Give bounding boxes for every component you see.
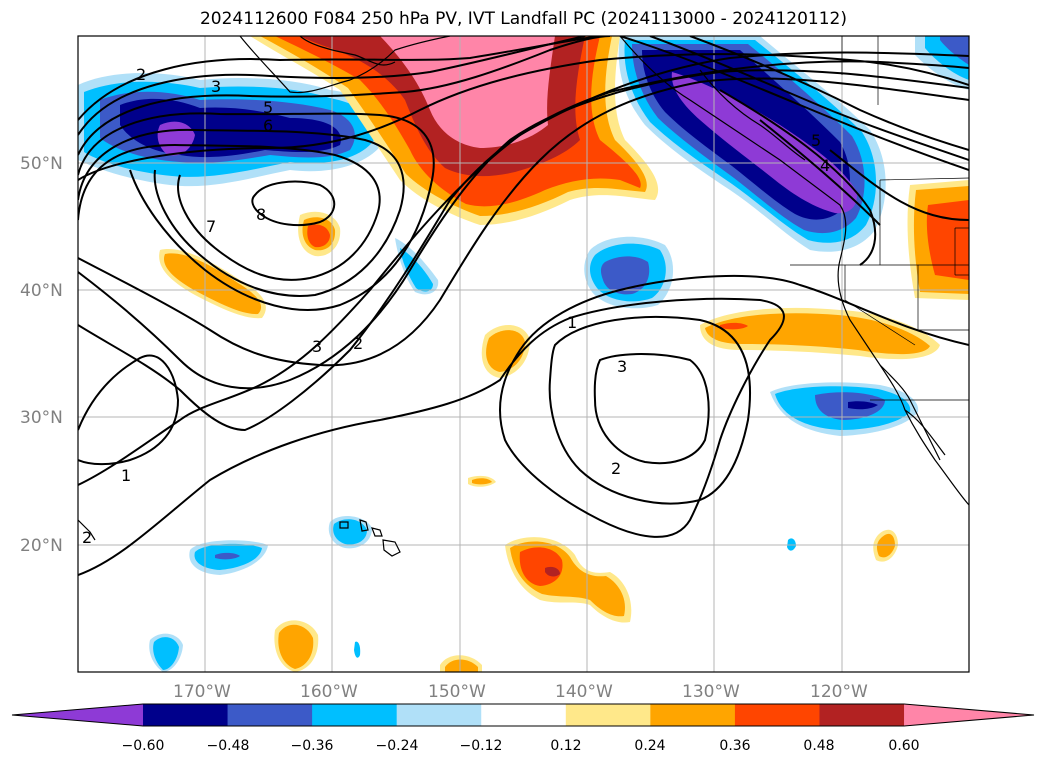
contour-label: 5 bbox=[811, 131, 821, 150]
contour-label: 3 bbox=[312, 337, 322, 356]
contour-label: 2 bbox=[611, 459, 621, 478]
contour-label: 3 bbox=[211, 77, 221, 96]
colorbar-segment bbox=[734, 704, 820, 726]
colorbar-extend-max bbox=[904, 704, 1034, 726]
lon-label: 150°W bbox=[428, 682, 486, 702]
lon-label: 120°W bbox=[810, 682, 868, 702]
colorbar-segment bbox=[481, 704, 567, 726]
colorbar-tick: 0.24 bbox=[634, 738, 665, 754]
contour-label: 2 bbox=[82, 528, 92, 547]
lon-label: 160°W bbox=[300, 682, 358, 702]
contour-label: 3 bbox=[617, 357, 627, 376]
colorbar-tick: 0.48 bbox=[803, 738, 834, 754]
lat-label: 30°N bbox=[20, 408, 63, 428]
lat-label: 50°N bbox=[20, 154, 63, 174]
contour-label: 2 bbox=[136, 65, 146, 84]
contour-label: 4 bbox=[820, 156, 830, 175]
colorbar-tick: 0.60 bbox=[888, 738, 919, 754]
colorbar-segment bbox=[312, 704, 398, 726]
pv-contours bbox=[78, 36, 969, 576]
contour-labels: 2 3 5 6 7 8 3 2 1 1 3 2 5 4 2 bbox=[82, 65, 830, 547]
lon-label: 130°W bbox=[682, 682, 740, 702]
contour-label: 2 bbox=[353, 334, 363, 353]
colorbar-tick: 0.36 bbox=[719, 738, 750, 754]
colorbar-tick: −0.36 bbox=[291, 738, 334, 754]
latitude-labels: 50°N 40°N 30°N 20°N bbox=[20, 154, 63, 556]
colorbar-segment bbox=[143, 704, 229, 726]
colorbar-tick: −0.48 bbox=[207, 738, 250, 754]
contour-label: 1 bbox=[121, 466, 131, 485]
colorbar-extend-min bbox=[12, 704, 143, 726]
colorbar-segment bbox=[227, 704, 313, 726]
lat-label: 20°N bbox=[20, 536, 63, 556]
colorbar-tick: −0.60 bbox=[122, 738, 165, 754]
political-borders bbox=[790, 36, 969, 401]
colorbar-ticks: −0.60 −0.48 −0.36 −0.24 −0.12 0.12 0.24 … bbox=[122, 738, 920, 754]
contour-label: 1 bbox=[567, 313, 577, 332]
lon-label: 170°W bbox=[173, 682, 231, 702]
contour-label: 6 bbox=[263, 116, 273, 135]
colorbar-segment bbox=[650, 704, 736, 726]
colorbar-tick: −0.12 bbox=[460, 738, 503, 754]
contour-label: 8 bbox=[256, 205, 266, 224]
lat-label: 40°N bbox=[20, 281, 63, 301]
colorbar-tick: 0.12 bbox=[550, 738, 581, 754]
map-title: 2024112600 F084 250 hPa PV, IVT Landfall… bbox=[199, 9, 847, 29]
colorbar-outline bbox=[11, 703, 1035, 727]
map-frame bbox=[77, 35, 970, 673]
longitude-labels: 170°W 160°W 150°W 140°W 130°W 120°W bbox=[173, 682, 868, 702]
colorbar-segment bbox=[396, 704, 482, 726]
colorbar-tick: −0.24 bbox=[376, 738, 419, 754]
lon-label: 140°W bbox=[555, 682, 613, 702]
colorbar-segment bbox=[819, 704, 905, 726]
contour-label: 5 bbox=[263, 98, 273, 117]
colorbar bbox=[11, 703, 1035, 727]
colorbar-segment bbox=[565, 704, 651, 726]
contour-label: 7 bbox=[206, 217, 216, 236]
